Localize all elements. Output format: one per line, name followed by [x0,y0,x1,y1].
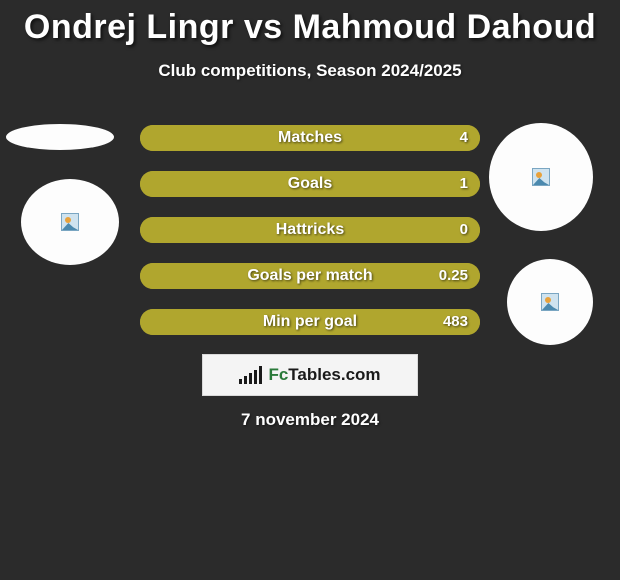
bar-value: 0.25 [439,263,468,289]
left-flat-ellipse [6,124,114,150]
stats-bars: Matches 4 Goals 1 Hattricks 0 Goals per … [140,125,480,355]
bar-value: 4 [460,125,468,151]
bar-row-gpm: Goals per match 0.25 [140,263,480,289]
image-placeholder-icon [61,213,79,231]
logo-bars-icon [239,366,262,384]
snapshot-date: 7 november 2024 [0,410,620,430]
left-player-avatar [21,179,119,265]
bar-value: 0 [460,217,468,243]
logo-text: FcTables.com [268,365,380,385]
bar-label: Goals [140,171,480,197]
right-player-avatar-1 [489,123,593,231]
right-player-avatar-2 [507,259,593,345]
bar-label: Matches [140,125,480,151]
bar-row-matches: Matches 4 [140,125,480,151]
image-placeholder-icon [532,168,550,186]
image-placeholder-icon [541,293,559,311]
bar-row-hattricks: Hattricks 0 [140,217,480,243]
bar-value: 483 [443,309,468,335]
bar-value: 1 [460,171,468,197]
bar-row-mpg: Min per goal 483 [140,309,480,335]
subtitle: Club competitions, Season 2024/2025 [0,61,620,81]
bar-label: Hattricks [140,217,480,243]
page-title: Ondrej Lingr vs Mahmoud Dahoud [0,0,620,47]
bar-row-goals: Goals 1 [140,171,480,197]
fctables-logo: FcTables.com [202,354,418,396]
bar-label: Goals per match [140,263,480,289]
bar-label: Min per goal [140,309,480,335]
